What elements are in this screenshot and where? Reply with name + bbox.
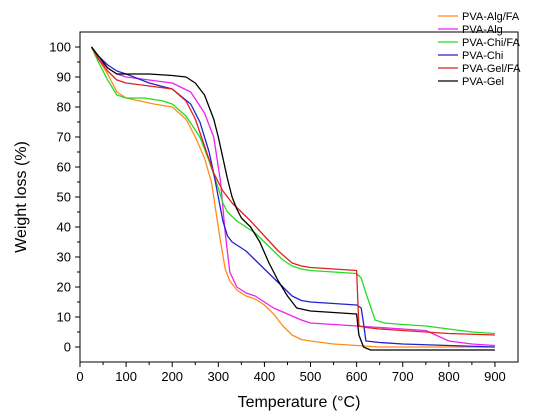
legend-label-5: PVA-Gel [462,76,504,88]
legend: PVA-Alg/FAPVA-AlgPVA-Chi/FAPVA-ChiPVA-Ge… [438,11,521,88]
y-tick-label-5: 50 [57,190,71,205]
y-axis-title: Weight loss (%) [13,141,30,253]
x-tick-label-2: 200 [161,369,183,384]
x-tick-label-6: 600 [346,369,368,384]
y-tick-label-0: 0 [64,340,71,355]
y-tick-label-7: 70 [57,130,71,145]
x-tick-label-3: 300 [207,369,229,384]
legend-label-1: PVA-Alg [462,24,503,36]
y-tick-label-4: 40 [57,220,71,235]
legend-label-3: PVA-Chi [462,50,503,62]
legend-label-4: PVA-Gel/FA [462,63,521,75]
x-tick-label-9: 900 [484,369,506,384]
x-tick-label-7: 700 [392,369,414,384]
series-line-4 [90,46,495,336]
y-tick-label-1: 10 [57,310,71,325]
series-line-5 [90,46,495,351]
legend-label-2: PVA-Chi/FA [462,37,521,49]
plot-series [90,46,495,351]
series-line-3 [90,46,495,348]
y-tick-label-2: 20 [57,280,71,295]
y-tick-label-10: 100 [49,40,71,55]
x-axis-title: Temperature (°C) [238,394,361,411]
series-line-1 [90,46,495,347]
x-tick-label-5: 500 [300,369,322,384]
series-line-2 [90,46,495,335]
x-tick-label-0: 0 [76,369,83,384]
legend-label-0: PVA-Alg/FA [462,11,520,23]
axis-ticks: 0 100 200 300 400 500 600 700 800 900 0 10 20 30 40 50 6… [49,40,506,385]
y-tick-label-6: 60 [57,160,71,175]
y-tick-label-9: 90 [57,70,71,85]
y-tick-label-8: 80 [57,100,71,115]
series-line-0 [90,46,495,348]
x-tick-label-8: 800 [438,369,460,384]
x-tick-label-4: 400 [254,369,276,384]
y-tick-label-3: 30 [57,250,71,265]
x-tick-label-1: 100 [115,369,137,384]
